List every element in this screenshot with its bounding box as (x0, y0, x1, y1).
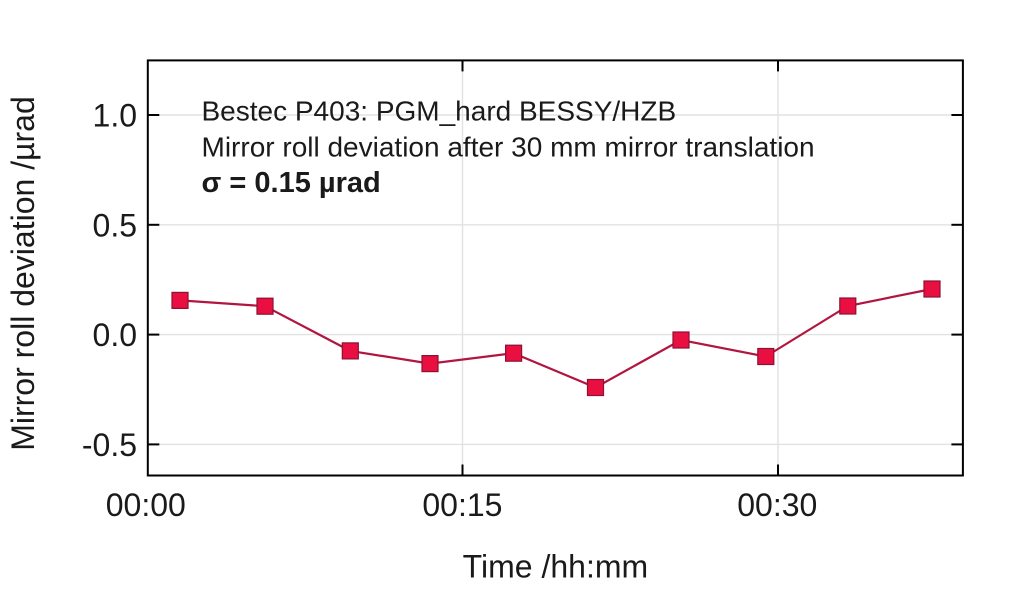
svg-text:0.5: 0.5 (93, 207, 137, 243)
svg-text:Mirror roll deviation /µrad: Mirror roll deviation /µrad (5, 96, 41, 451)
svg-text:σ = 0.15 µrad: σ = 0.15 µrad (202, 167, 381, 199)
svg-text:Mirror roll deviation after 30: Mirror roll deviation after 30 mm mirror… (202, 131, 815, 162)
svg-text:00:00: 00:00 (106, 487, 186, 523)
svg-text:-0.5: -0.5 (82, 427, 137, 463)
svg-text:1.0: 1.0 (93, 98, 137, 134)
svg-text:00:15: 00:15 (422, 487, 502, 523)
svg-text:0.0: 0.0 (93, 317, 137, 353)
svg-text:00:30: 00:30 (737, 487, 817, 523)
svg-text:Time /hh:mm: Time /hh:mm (463, 549, 649, 585)
svg-text:Bestec P403: PGM_hard BESSY/HZ: Bestec P403: PGM_hard BESSY/HZB (202, 96, 677, 127)
